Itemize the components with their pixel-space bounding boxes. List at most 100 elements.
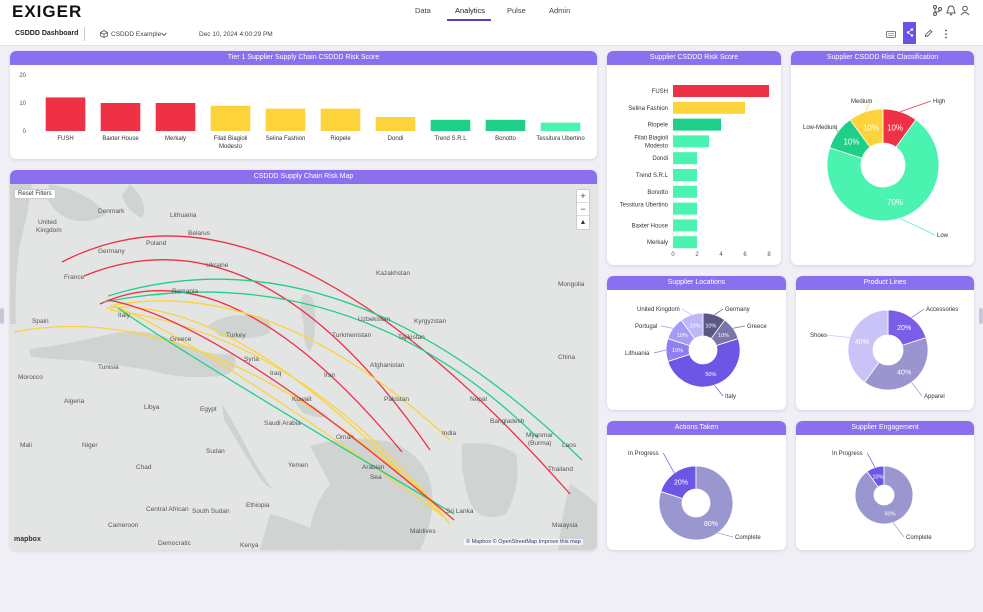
slice-low[interactable] xyxy=(826,119,940,222)
map-label-iran: Iran xyxy=(324,372,336,379)
bar-filati-biagioli-modesto[interactable] xyxy=(673,135,709,148)
supplier-risk-score-panel: Supplier CSDDD Risk Score FUSH Selina Fas… xyxy=(607,51,781,265)
compass-button[interactable]: ▲ xyxy=(579,219,587,226)
supplier-engagement-donut: 10% In Progress 90% Complete xyxy=(832,451,932,541)
slice-label: Accessories xyxy=(926,307,958,313)
bar-filati-biagioli-modesto[interactable] xyxy=(210,105,251,131)
supply-route-line[interactable] xyxy=(107,299,455,521)
map-label-south-sudan: South Sudan xyxy=(192,508,230,515)
panel-title: Actions Taken xyxy=(607,421,786,435)
left-panel-handle[interactable] xyxy=(0,308,4,324)
nav-pulse[interactable]: Pulse xyxy=(507,6,526,15)
bar-merkaly[interactable] xyxy=(155,103,196,131)
nav-analytics[interactable]: Analytics xyxy=(455,6,486,15)
chevron-down-icon[interactable] xyxy=(161,32,167,37)
bell-icon[interactable] xyxy=(946,5,956,16)
x-tick-label: 8 xyxy=(767,252,771,258)
supply-route-line[interactable] xyxy=(83,259,431,451)
right-panel-handle[interactable] xyxy=(979,308,983,324)
slice-complete[interactable] xyxy=(854,465,914,525)
mapbox-logo[interactable]: mapbox xyxy=(14,536,41,543)
supply-route-line[interactable] xyxy=(105,306,443,517)
atlantic-ocean xyxy=(10,184,32,324)
map-label-sri-lanka: Sri Lanka xyxy=(446,508,474,515)
slice-united-kingdom[interactable] xyxy=(680,312,704,340)
slice-shoes[interactable] xyxy=(847,309,889,383)
slice-label: Greece xyxy=(747,324,767,330)
map-label-yemen: Yemen xyxy=(288,462,308,469)
risk-map[interactable]: Denmark Lithuania United Kingdom Belarus Pola… xyxy=(10,184,597,550)
bar-selina-fashion[interactable] xyxy=(673,101,745,114)
nav-data[interactable]: Data xyxy=(415,6,431,15)
supply-route-line[interactable] xyxy=(99,290,403,453)
bar-riopele[interactable] xyxy=(320,108,361,131)
supply-route-line[interactable] xyxy=(117,307,455,515)
bar-bonotto[interactable] xyxy=(673,185,697,198)
slice-value-label: 80% xyxy=(704,521,718,528)
supply-route-line[interactable] xyxy=(103,291,539,439)
black-sea xyxy=(208,315,272,339)
x-tick-label: 2 xyxy=(695,252,699,258)
map-label-italy: Italy xyxy=(118,312,130,319)
bar-trend-s-r-l[interactable] xyxy=(673,169,697,181)
map-label-tunisia: Tunisia xyxy=(98,364,119,371)
map-label-lithuania: Lithuania xyxy=(170,212,197,219)
slice-italy[interactable] xyxy=(667,338,741,388)
supply-route-line[interactable] xyxy=(113,305,447,519)
zoom-controls: + − ▲ xyxy=(576,189,590,230)
slice-value-label: 10% xyxy=(863,124,879,133)
more-icon[interactable] xyxy=(944,29,948,39)
supply-route-line[interactable] xyxy=(13,325,455,521)
dashboard-title: CSDDD Dashboard xyxy=(15,30,79,37)
y-tick-label: Filati Biagioli Modesto xyxy=(634,135,668,149)
nav-admin[interactable]: Admin xyxy=(549,6,571,15)
map-label-saudi-arabia: Saudi Arabia xyxy=(264,420,301,427)
supply-route-line[interactable] xyxy=(109,309,451,525)
supply-route-line[interactable] xyxy=(61,235,571,495)
bar-baxter-house[interactable] xyxy=(100,103,141,131)
map-label-india: India xyxy=(442,430,457,437)
bar-trend-s-r-l[interactable] xyxy=(430,119,471,131)
map-label-belarus: Belarus xyxy=(188,230,211,237)
x-tick-label: Bonotto xyxy=(495,136,516,142)
actions-taken-donut: 20% In Progress 80% Complete xyxy=(628,451,761,541)
bar-dondi[interactable] xyxy=(673,152,697,165)
bar-fush[interactable] xyxy=(673,85,769,97)
bar-fush[interactable] xyxy=(45,97,86,131)
panel-title: CSDDD Supply Chain Risk Map xyxy=(10,170,597,184)
bar-selina-fashion[interactable] xyxy=(265,108,306,131)
slice-medium[interactable] xyxy=(849,108,884,148)
baltic-sea xyxy=(122,184,145,218)
bar-riopele[interactable] xyxy=(673,118,721,131)
bar-tessitura-ubertino[interactable] xyxy=(673,202,697,215)
bar-bonotto[interactable] xyxy=(485,119,526,131)
share-button[interactable] xyxy=(903,22,916,44)
zoom-out-button[interactable]: − xyxy=(577,203,589,216)
slice-value-label: 70% xyxy=(887,198,903,207)
bar-tessitura-ubertino[interactable] xyxy=(540,122,581,131)
x-tick-label: Riopele xyxy=(330,136,351,142)
map-attribution[interactable]: © Mapbox © OpenStreetMap Improve this ma… xyxy=(464,539,583,545)
map-label-burma: (Burma) xyxy=(528,440,552,447)
exiger-logo[interactable]: EXIGER xyxy=(12,2,83,21)
edit-icon[interactable] xyxy=(924,29,933,38)
slice-complete[interactable] xyxy=(658,465,734,541)
user-icon[interactable] xyxy=(960,5,970,16)
zoom-in-button[interactable]: + xyxy=(577,190,589,203)
bar-baxter-house[interactable] xyxy=(673,219,697,232)
reset-filters-button[interactable]: Reset Filters xyxy=(14,189,56,199)
supply-route-line[interactable] xyxy=(107,278,583,461)
branch-icon[interactable] xyxy=(932,5,942,16)
leader-line xyxy=(717,532,734,538)
example-selector[interactable]: CSDDD Example xyxy=(111,31,162,38)
slice-value-label: 20% xyxy=(674,480,688,487)
map-label-uzbekistan: Uzbekistan xyxy=(358,316,391,323)
map-label-chad: Chad xyxy=(136,464,152,471)
bar-merkaly[interactable] xyxy=(673,236,697,249)
bar-dondi[interactable] xyxy=(375,117,416,131)
supply-route-line[interactable] xyxy=(109,300,451,441)
keyboard-icon[interactable] xyxy=(886,31,896,38)
risk-map-panel: CSDDD Supply Chain Risk Map Denmark Lithu… xyxy=(10,170,597,550)
slice-apparel[interactable] xyxy=(863,337,929,391)
map-label-kazakhstan: Kazakhstan xyxy=(376,270,410,277)
